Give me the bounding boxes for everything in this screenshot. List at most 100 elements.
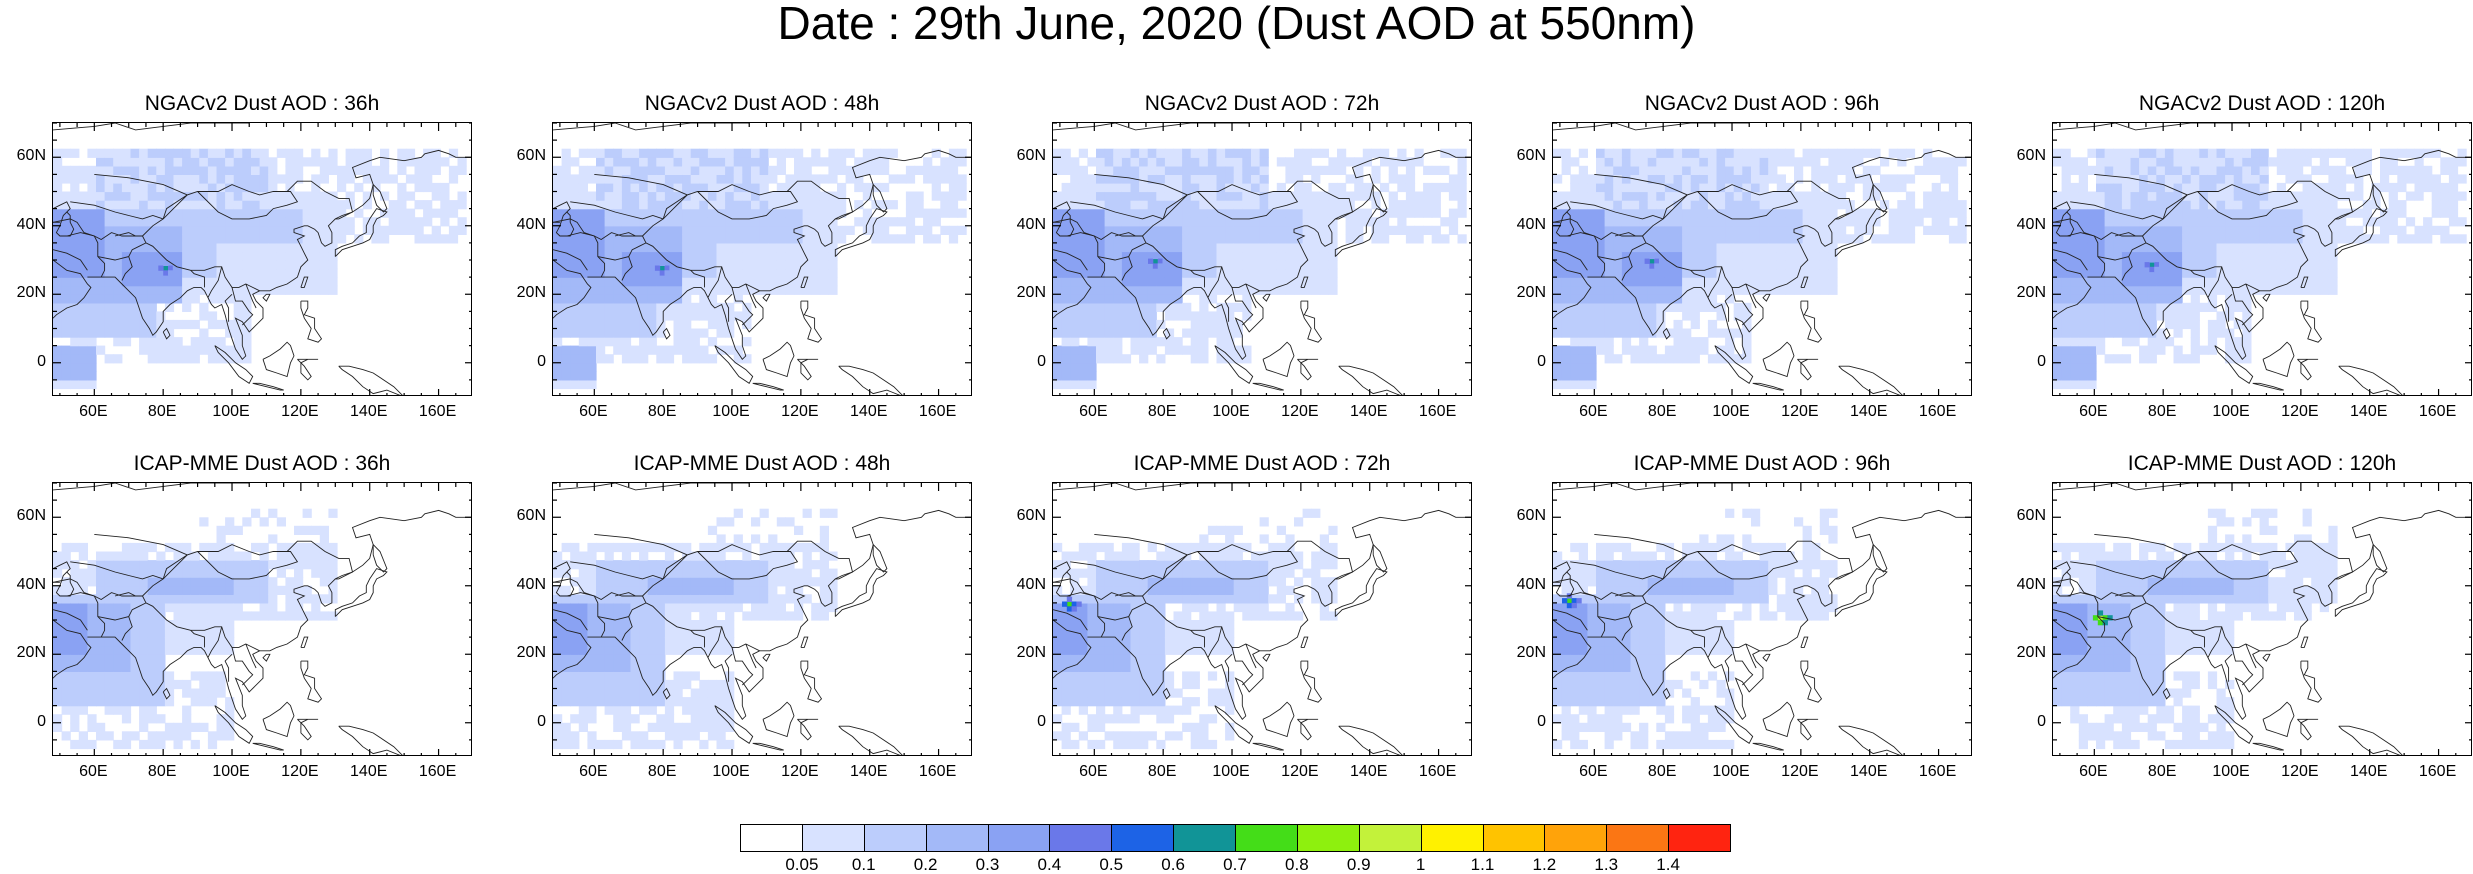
lat-tick-label: 40N: [16, 575, 46, 593]
colorbar-label: 1.4: [1656, 855, 1680, 874]
colorbar-label: 1: [1415, 855, 1426, 874]
panel-title: ICAP-MME Dust AOD : 48h: [633, 452, 891, 475]
colorbar-label: 0.2: [913, 855, 938, 874]
colorbar-swatch: [1111, 824, 1175, 852]
lat-tick-label: 20N: [2016, 284, 2046, 302]
aod-hotspot: [158, 260, 179, 276]
lon-tick-label: 100E: [1712, 763, 1750, 780]
lon-tick-label: 80E: [2147, 403, 2177, 420]
lat-tick-label: 40N: [2016, 575, 2046, 593]
tick-marks: [553, 483, 971, 755]
map-panel-icap-72h: ICAP-MME Dust AOD : 72h 60N 40N 20N 0 60E 80E 1…: [1017, 452, 1472, 780]
lon-tick-label: 60E: [79, 763, 108, 780]
lon-tick-label: 80E: [1647, 763, 1677, 780]
lat-tick-label: 0: [1537, 352, 1546, 370]
lon-tick-label: 60E: [1579, 403, 1608, 420]
dust-aod-map: [553, 123, 971, 395]
lon-tick-label: 140E: [2350, 763, 2388, 780]
lon-tick-label: 100E: [1712, 403, 1750, 420]
colorbar-swatch: [1358, 824, 1422, 852]
dust-aod-map: [53, 483, 471, 755]
dust-aod-map: [553, 483, 971, 755]
lat-tick-label: 60N: [2016, 507, 2046, 525]
lon-tick-label: 60E: [2079, 403, 2108, 420]
lon-tick-label: 100E: [212, 763, 250, 780]
dust-aod-map: [1553, 123, 1971, 395]
lon-tick-label: 80E: [647, 763, 677, 780]
lon-tick-label: 140E: [1850, 403, 1888, 420]
tick-marks: [53, 123, 471, 395]
aod-field: [1553, 508, 1838, 750]
colorbar-label: 0.5: [1099, 855, 1124, 874]
map-frame: [1552, 122, 1972, 396]
lon-tick-label: 160E: [1418, 763, 1457, 780]
panel-title: ICAP-MME Dust AOD : 36h: [133, 452, 391, 475]
dust-aod-map: [53, 123, 471, 395]
lon-tick-label: 120E: [281, 403, 319, 420]
lon-tick-label: 140E: [350, 403, 388, 420]
lon-tick-label: 120E: [1281, 403, 1319, 420]
panel-title: ICAP-MME Dust AOD : 120h: [2127, 452, 2397, 475]
colorbar-swatch: [1606, 824, 1670, 852]
map-panel-icap-48h: ICAP-MME Dust AOD : 48h 60N 40N 20N 0 60E 80E 1…: [517, 452, 972, 780]
lat-tick-label: 60N: [516, 147, 546, 165]
lon-tick-label: 140E: [350, 763, 388, 780]
lat-tick-label: 60N: [16, 507, 46, 525]
tick-marks: [553, 123, 971, 395]
aod-hotspot: [1644, 253, 1665, 269]
lon-tick-label: 160E: [2418, 763, 2457, 780]
colorbar-label: 1.3: [1594, 855, 1619, 874]
colorbar-swatch: [801, 824, 865, 852]
map-panel-ngac-96h: NGACv2 Dust AOD : 96h 60N 40N 20N 0 60E 80E 100…: [1517, 92, 1972, 420]
map-frame: [52, 482, 472, 756]
lon-tick-label: 60E: [2079, 763, 2108, 780]
dust-aod-map: [2053, 483, 2471, 755]
colorbar-label: 0.9: [1346, 855, 1371, 874]
lon-tick-label: 160E: [918, 403, 957, 420]
panel-title: NGACv2 Dust AOD : 96h: [1644, 92, 1880, 115]
lat-tick-label: 20N: [1516, 284, 1546, 302]
lon-tick-label: 120E: [2281, 403, 2319, 420]
coastlines: [2053, 483, 2471, 755]
lon-tick-label: 160E: [1918, 403, 1957, 420]
map-panel-ngac-36h: NGACv2 Dust AOD : 36h 60N 40N 20N 0 60E 80E 100…: [17, 92, 472, 420]
panel-title: NGACv2 Dust AOD : 120h: [2138, 92, 2386, 115]
lat-tick-label: 0: [1037, 352, 1046, 370]
aod-hotspot: [1148, 253, 1168, 269]
lon-tick-label: 160E: [418, 403, 457, 420]
colorbar-swatch: [1049, 824, 1113, 852]
aod-field: [553, 148, 967, 390]
lon-tick-label: 80E: [1147, 763, 1177, 780]
lon-tick-label: 160E: [918, 763, 957, 780]
lat-tick-label: 40N: [516, 575, 546, 593]
lat-tick-label: 20N: [1016, 644, 1046, 662]
tick-marks: [1553, 123, 1971, 395]
colorbar-swatch: [1296, 824, 1360, 852]
lat-tick-label: 0: [2037, 712, 2046, 730]
lat-tick-label: 40N: [1016, 575, 1046, 593]
lon-tick-label: 60E: [579, 763, 608, 780]
lon-tick-label: 160E: [1418, 403, 1457, 420]
lat-tick-label: 40N: [16, 215, 46, 233]
map-frame: [552, 482, 972, 756]
map-frame: [2052, 482, 2472, 756]
colorbar-swatch: [1482, 824, 1546, 852]
panel-title: NGACv2 Dust AOD : 36h: [144, 92, 380, 115]
lon-tick-label: 140E: [1350, 763, 1388, 780]
lat-tick-label: 60N: [516, 507, 546, 525]
figure-title: Date : 29th June, 2020 (Dust AOD at 550n…: [777, 0, 1696, 49]
colorbar-label: 0.4: [1037, 855, 1062, 874]
tick-marks: [53, 483, 471, 755]
colorbar-label: 1.2: [1532, 855, 1557, 874]
lat-tick-label: 60N: [1016, 147, 1046, 165]
lon-tick-label: 60E: [1079, 403, 1108, 420]
aod-hotspot: [654, 260, 675, 276]
lon-tick-label: 60E: [579, 403, 608, 420]
lat-tick-label: 20N: [516, 284, 546, 302]
lon-tick-label: 140E: [850, 403, 888, 420]
coastlines: [1553, 483, 1971, 755]
lat-tick-label: 20N: [1516, 644, 1546, 662]
tick-marks: [1053, 123, 1471, 395]
panel-title: ICAP-MME Dust AOD : 96h: [1633, 452, 1891, 475]
colorbar-swatch: [1173, 824, 1236, 852]
